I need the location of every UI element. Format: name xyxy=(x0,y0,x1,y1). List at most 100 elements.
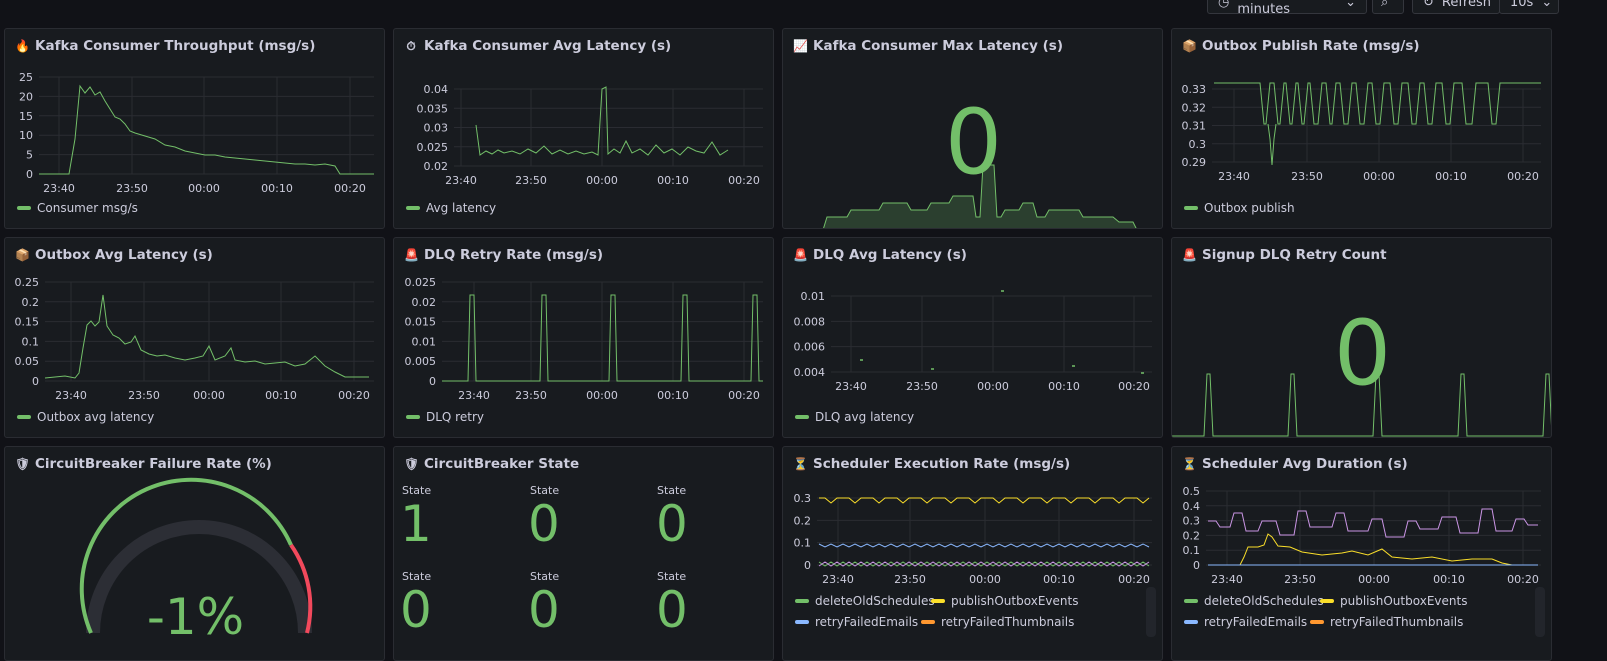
gauge-threshold-green xyxy=(79,477,293,634)
panel-scheduler-avg-duration[interactable]: ⏳ Scheduler Avg Duration (s) 0.5 0.4 0.3 0.2… xyxy=(1171,446,1552,661)
refresh-interval-label: 10s xyxy=(1510,0,1534,10)
state-label: State xyxy=(402,570,432,583)
legend-item[interactable]: publishOutboxEvents xyxy=(1320,594,1467,608)
y-tick-label: 20 xyxy=(19,90,33,103)
legend-swatch xyxy=(1184,599,1198,603)
x-tick-label: 00:20 xyxy=(1507,573,1539,586)
time-series-chart[interactable]: 0.33 0.32 0.31 0.3 0.29 23:40 23:50 00:00 00:10 0… xyxy=(1172,29,1552,229)
legend-item[interactable]: Outbox publish xyxy=(1184,201,1295,215)
y-tick-label: 0.29 xyxy=(1182,156,1207,169)
legend-label: Outbox avg latency xyxy=(37,410,155,424)
outbox-latency-series xyxy=(44,294,369,379)
retry-count-sparkline xyxy=(1172,373,1551,437)
x-tick-label: 23:40 xyxy=(55,389,87,402)
legend-item[interactable]: retryFailedEmails xyxy=(795,615,918,629)
x-tick-label: 00:10 xyxy=(657,174,689,187)
y-tick-label: 0.005 xyxy=(405,355,437,368)
panel-title: 🚨 DLQ Avg Latency (s) xyxy=(793,247,967,263)
y-tick-label: 0.2 xyxy=(1183,529,1201,542)
y-tick-label: 0.2 xyxy=(22,296,40,309)
panel-outbox-avg-latency[interactable]: 📦 Outbox Avg Latency (s) 0.25 0.2 0.15 0.1 0.… xyxy=(4,237,385,438)
legend-item[interactable]: deleteOldSchedules xyxy=(795,594,935,608)
legend-item[interactable]: retryFailedThumbnails xyxy=(1310,615,1463,629)
refresh-interval-picker[interactable]: 10s ⌄ xyxy=(1499,0,1559,14)
legend-swatch xyxy=(931,599,945,603)
time-series-chart[interactable]: 0.025 0.02 0.015 0.01 0.005 0 23:40 23:50 00:00 0… xyxy=(394,238,774,438)
package-icon: 📦 xyxy=(1182,39,1197,53)
legend-label: deleteOldSchedules xyxy=(815,594,935,608)
y-tick-label: 0.025 xyxy=(417,141,449,154)
panel-title-text: Kafka Consumer Max Latency (s) xyxy=(813,38,1064,54)
panel-scheduler-execution-rate[interactable]: ⏳ Scheduler Execution Rate (msg/s) 0.3 0.2… xyxy=(782,446,1163,661)
y-tick-label: 0 xyxy=(26,168,33,181)
x-tick-label: 23:50 xyxy=(1284,573,1316,586)
clock-icon: ◷ xyxy=(1218,0,1230,10)
time-series-chart[interactable]: 0.01 0.008 0.006 0.004 23:40 23:50 00:00 00:10 0… xyxy=(783,238,1163,438)
time-series-chart[interactable]: 0.5 0.4 0.30.2 0.1 0 23:40 23:50 00:00 00:10 00:2… xyxy=(1172,447,1552,661)
panel-kafka-consumer-max-latency[interactable]: 📈 Kafka Consumer Max Latency (s) 0 xyxy=(782,28,1163,229)
x-tick-label: 00:10 xyxy=(1433,573,1465,586)
panel-outbox-publish-rate[interactable]: 📦 Outbox Publish Rate (msg/s) 0.33 0.32 0.3… xyxy=(1171,28,1552,229)
gauge-value: -1% xyxy=(146,588,245,646)
legend-item[interactable]: deleteOldSchedules xyxy=(1184,594,1324,608)
max-latency-sparkline xyxy=(823,164,1137,228)
legend-scrollbar[interactable] xyxy=(1535,587,1545,637)
legend-swatch xyxy=(17,415,31,419)
time-range-picker[interactable]: ◷ Last 45 minutes ⌄ xyxy=(1207,0,1367,17)
panel-title-text: Kafka Consumer Throughput (msg/s) xyxy=(35,38,316,54)
legend-item[interactable]: retryFailedThumbnails xyxy=(921,615,1074,629)
refresh-button[interactable]: ↻ Refresh xyxy=(1412,0,1500,14)
x-tick-label: 00:10 xyxy=(1043,573,1075,586)
y-tick-label: 0.4 xyxy=(1183,500,1201,513)
sparkline xyxy=(823,164,1137,228)
legend-scrollbar[interactable] xyxy=(1146,587,1156,637)
x-tick-label: 00:00 xyxy=(969,573,1001,586)
panel-title-text: Kafka Consumer Avg Latency (s) xyxy=(424,38,672,54)
panel-kafka-consumer-avg-latency[interactable]: ⏱ Kafka Consumer Avg Latency (s) 0.04 0.03… xyxy=(393,28,774,229)
y-tick-label: 0.1 xyxy=(1183,544,1201,557)
legend-item[interactable]: Consumer msg/s xyxy=(17,201,138,215)
zoom-out-icon: ⌕ xyxy=(1381,0,1389,10)
x-tick-label: 23:50 xyxy=(515,174,547,187)
panel-circuitbreaker-failure-rate[interactable]: 🛡 CircuitBreaker Failure Rate (%) -1% xyxy=(4,446,385,661)
legend-item[interactable]: publishOutboxEvents xyxy=(931,594,1078,608)
legend-item[interactable]: DLQ avg latency xyxy=(795,410,914,424)
y-tick-label: 0.025 xyxy=(405,276,437,289)
x-tick-label: 00:00 xyxy=(188,182,220,195)
time-series-chart[interactable]: 0.25 0.2 0.15 0.1 0.05 0 23:40 23:50 00:00 00:10 0… xyxy=(5,238,385,438)
shield-icon: 🛡 xyxy=(15,457,31,471)
package-icon: 📦 xyxy=(15,248,30,262)
state-value: 0 xyxy=(400,581,432,639)
panel-title: 📦 Outbox Avg Latency (s) xyxy=(15,247,213,263)
panel-title-text: Scheduler Execution Rate (msg/s) xyxy=(813,456,1071,472)
panel-circuitbreaker-state[interactable]: 🛡 CircuitBreaker State State 1 State 0 St… xyxy=(393,446,774,661)
y-tick-label: 0.02 xyxy=(412,296,437,309)
y-tick-label: 10 xyxy=(19,129,33,142)
y-tick-label: 0 xyxy=(1193,559,1200,572)
panel-dlq-avg-latency[interactable]: 🚨 DLQ Avg Latency (s) 0.01 0.008 0.006 0.004… xyxy=(782,237,1163,438)
x-tick-label: 00:00 xyxy=(193,389,225,402)
legend-item[interactable]: Outbox avg latency xyxy=(17,410,154,424)
x-tick-label: 00:00 xyxy=(1363,170,1395,183)
y-tick-label: 0.32 xyxy=(1182,101,1207,114)
legend-swatch xyxy=(1320,599,1334,603)
panel-signup-dlq-retry-count[interactable]: 🚨 Signup DLQ Retry Count 0 xyxy=(1171,237,1552,438)
panel-kafka-consumer-throughput[interactable]: 🔥 Kafka Consumer Throughput (msg/s) 25 20 1… xyxy=(4,28,385,229)
hourglass-icon: ⏳ xyxy=(793,457,808,471)
legend-item[interactable]: DLQ retry xyxy=(406,410,484,424)
legend-item[interactable]: retryFailedEmails xyxy=(1184,615,1307,629)
time-series-chart[interactable]: 0.3 0.2 0.1 0 23:40 23:50 00:00 00:10 00:20 xyxy=(783,447,1163,661)
x-tick-label: 00:10 xyxy=(657,389,689,402)
legend-item[interactable]: Avg latency xyxy=(406,201,496,215)
panel-dlq-retry-rate[interactable]: 🚨 DLQ Retry Rate (msg/s) 0.025 0.02 0.015 0.… xyxy=(393,237,774,438)
legend-label: publishOutboxEvents xyxy=(951,594,1079,608)
x-tick-label: 00:10 xyxy=(1435,170,1467,183)
avg-latency-series xyxy=(475,86,729,156)
publishOutboxEvents-series xyxy=(819,497,1150,504)
y-tick-label: 5 xyxy=(26,149,33,162)
zoom-out-button[interactable]: ⌕ xyxy=(1372,0,1404,14)
fire-icon: 🔥 xyxy=(15,39,30,53)
time-series-chart[interactable]: 25 20 15 10 5 0 23:40 23:50 00:00 00:10 00:20 xyxy=(5,29,385,229)
panel-title-text: DLQ Retry Rate (msg/s) xyxy=(424,247,604,263)
